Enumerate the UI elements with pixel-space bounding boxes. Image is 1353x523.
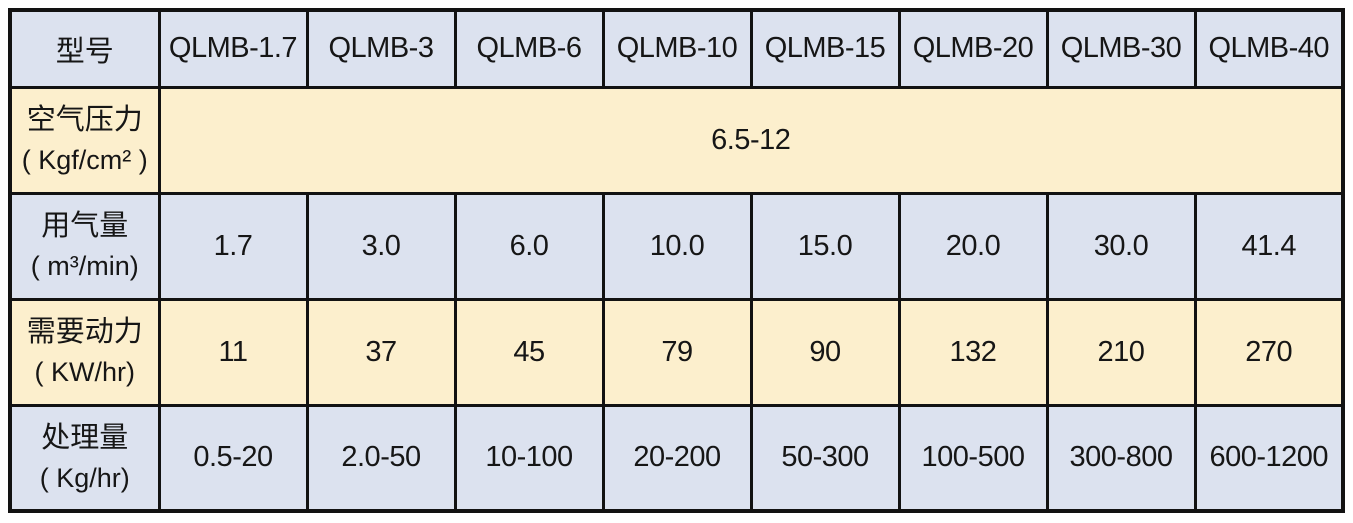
value-cell: 1.7: [157, 191, 309, 301]
model-header-qlmb-1-7: QLMB-1.7: [157, 8, 309, 89]
value-cell: 30.0: [1045, 191, 1197, 301]
required-power-row: 需要动力 ( KW/hr) 11 37 45 79 90 132 210 270: [8, 297, 1345, 407]
value-cell: 20.0: [897, 191, 1049, 301]
header-row: 型号 QLMB-1.7 QLMB-3 QLMB-6 QLMB-10 QLMB-1…: [8, 8, 1345, 89]
model-header-qlmb-30: QLMB-30: [1045, 8, 1197, 89]
value-cell: 10.0: [601, 191, 753, 301]
value-cell: 3.0: [305, 191, 457, 301]
spec-table-container: 型号 QLMB-1.7 QLMB-3 QLMB-6 QLMB-10 QLMB-1…: [8, 8, 1345, 513]
value-cell: 270: [1193, 297, 1345, 407]
value-cell: 90: [749, 297, 901, 407]
value-cell: 300-800: [1045, 403, 1197, 513]
value-cell: 41.4: [1193, 191, 1345, 301]
row-label: 处理量: [41, 422, 129, 455]
air-pressure-row: 空气压力 ( Kgf/cm² ) 6.5-12: [8, 85, 1345, 195]
value-cell: 6.0: [453, 191, 605, 301]
value-cell: 45: [453, 297, 605, 407]
model-header-qlmb-20: QLMB-20: [897, 8, 1049, 89]
value-cell: 100-500: [897, 403, 1049, 513]
value-cell: 37: [305, 297, 457, 407]
throughput-label-cell: 处理量 ( Kg/hr): [8, 403, 161, 513]
value-cell: 0.5-20: [157, 403, 309, 513]
row-unit: ( Kg/hr): [39, 463, 130, 494]
value-cell: 20-200: [601, 403, 753, 513]
row-label: 需要动力: [26, 316, 143, 349]
model-column-header: 型号: [8, 8, 161, 89]
value-cell: 10-100: [453, 403, 605, 513]
model-header-qlmb-10: QLMB-10: [601, 8, 753, 89]
value-cell: 600-1200: [1193, 403, 1345, 513]
value-cell: 2.0-50: [305, 403, 457, 513]
row-unit: ( KW/hr): [34, 357, 136, 388]
air-pressure-merged-value-cell: 6.5-12: [157, 85, 1345, 195]
row-unit: ( m³/min): [30, 251, 139, 282]
air-pressure-label-cell: 空气压力 ( Kgf/cm² ): [8, 85, 161, 195]
value-cell: 210: [1045, 297, 1197, 407]
row-unit: ( Kgf/cm² ): [21, 145, 148, 176]
value-cell: 50-300: [749, 403, 901, 513]
model-header-qlmb-40: QLMB-40: [1193, 8, 1345, 89]
value-cell: 11: [157, 297, 309, 407]
model-header-qlmb-6: QLMB-6: [453, 8, 605, 89]
value-cell: 15.0: [749, 191, 901, 301]
product-spec-table: 型号 QLMB-1.7 QLMB-3 QLMB-6 QLMB-10 QLMB-1…: [8, 8, 1345, 513]
required-power-label-cell: 需要动力 ( KW/hr): [8, 297, 161, 407]
value-cell: 132: [897, 297, 1049, 407]
value-cell: 79: [601, 297, 753, 407]
model-header-qlmb-3: QLMB-3: [305, 8, 457, 89]
model-header-qlmb-15: QLMB-15: [749, 8, 901, 89]
air-consumption-row: 用气量 ( m³/min) 1.7 3.0 6.0 10.0 15.0 20.0…: [8, 191, 1345, 301]
air-consumption-label-cell: 用气量 ( m³/min): [8, 191, 161, 301]
row-label: 用气量: [41, 210, 129, 243]
row-label: 空气压力: [26, 104, 143, 137]
throughput-row: 处理量 ( Kg/hr) 0.5-20 2.0-50 10-100 20-200…: [8, 403, 1345, 513]
